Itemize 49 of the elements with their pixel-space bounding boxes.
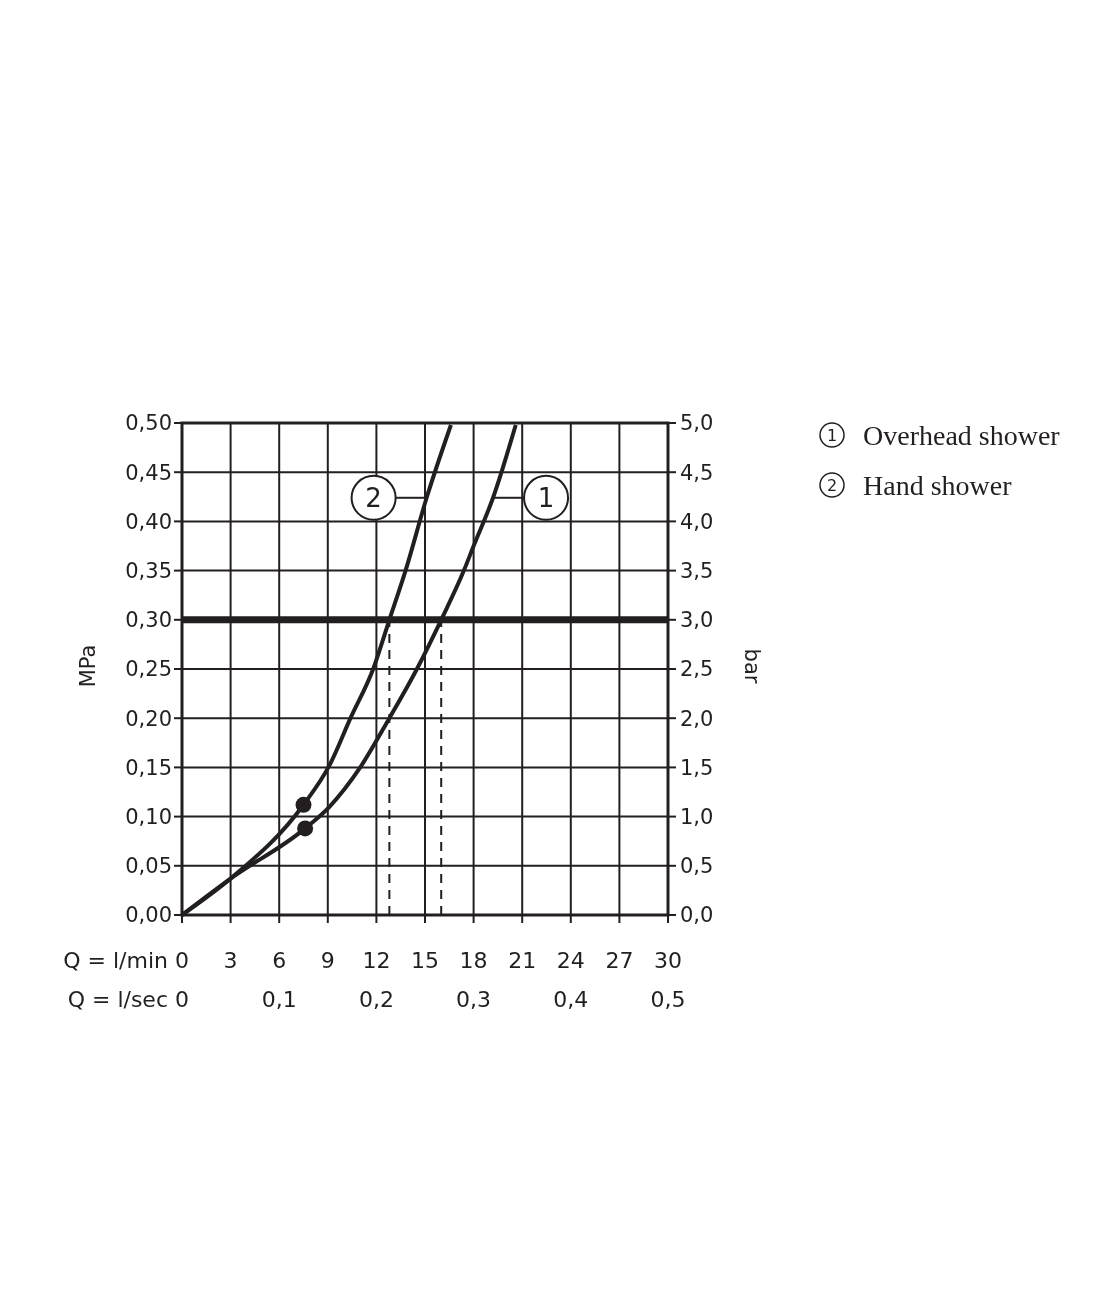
y-tick-label: 0,40 — [125, 509, 172, 534]
x-tick-label: 9 — [320, 947, 335, 973]
annotation: 2 — [365, 483, 382, 514]
y-tick-label: 0,35 — [125, 558, 172, 583]
y-tick-label: 0,30 — [125, 608, 172, 633]
legend-label: Hand shower — [863, 469, 1013, 501]
y2-tick-label: 1,5 — [680, 755, 714, 780]
text: 1 — [826, 425, 838, 445]
x2-tick-label: 0,4 — [553, 986, 589, 1012]
y2-tick-label: 0,5 — [680, 854, 714, 879]
y-tick-label: 0,20 — [125, 706, 172, 731]
legend-label: Overhead shower — [863, 419, 1061, 451]
y2-tick-label: 3,5 — [680, 558, 714, 583]
x2-axis-title: Q = l/sec — [67, 986, 168, 1012]
x-tick-label: 30 — [654, 947, 682, 973]
y2-tick-label: 5,0 — [680, 411, 714, 436]
x-tick-label: 12 — [362, 947, 391, 973]
x-tick-label: 6 — [272, 947, 287, 973]
y-tick-label: 0,50 — [125, 411, 172, 436]
y2-tick-label: 4,0 — [680, 509, 714, 534]
x-tick-label: 3 — [223, 947, 238, 973]
y-axis-title: MPa — [76, 644, 100, 688]
x-tick-label: 18 — [459, 947, 488, 973]
y2-tick-label: 2,5 — [680, 657, 714, 682]
x2-tick-label: 0,1 — [261, 986, 297, 1012]
y2-tick-label: 0,0 — [680, 903, 714, 928]
y-tick-label: 0,45 — [125, 460, 172, 485]
y-tick-label: 0,10 — [125, 804, 172, 829]
x-tick-label: 0 — [175, 947, 189, 973]
y2-axis-title: bar — [740, 648, 764, 684]
y-tick-label: 0,05 — [125, 854, 172, 879]
text: 2 — [826, 475, 838, 495]
x2-tick-label: 0,5 — [650, 986, 686, 1012]
x-tick-label: 24 — [556, 947, 585, 973]
y2-tick-label: 4,5 — [680, 460, 714, 485]
y2-tick-label: 1,0 — [680, 804, 714, 829]
x2-tick-label: 0 — [175, 986, 189, 1012]
x2-tick-label: 0,3 — [456, 986, 492, 1012]
y2-tick-label: 2,0 — [680, 706, 714, 731]
annotation: 1 — [537, 483, 555, 514]
y-tick-label: 0,25 — [125, 657, 172, 682]
y-tick-label: 0,00 — [125, 903, 172, 928]
y2-tick-label: 3,0 — [680, 608, 714, 633]
x-tick-label: 21 — [508, 947, 537, 973]
x2-tick-label: 0,2 — [358, 986, 394, 1012]
y-tick-label: 0,15 — [125, 755, 172, 780]
x-tick-label: 27 — [605, 947, 634, 973]
x-axis-title: Q = l/min — [63, 947, 168, 973]
x-tick-label: 15 — [411, 947, 439, 973]
